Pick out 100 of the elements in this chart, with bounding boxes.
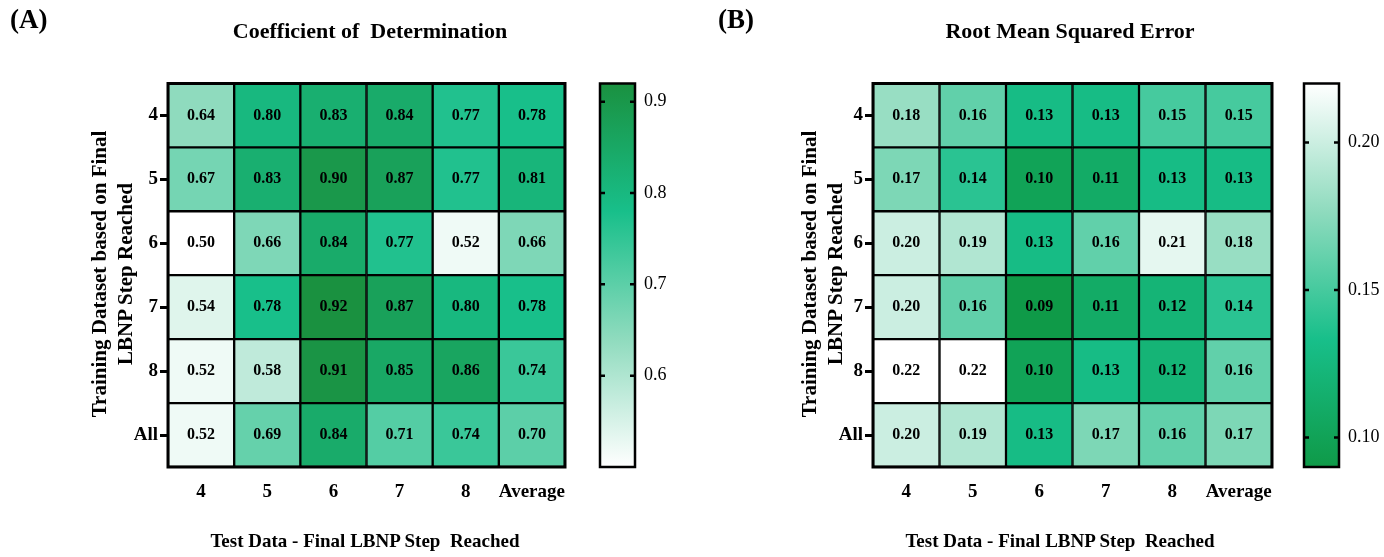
x-tick-label: 6 (1034, 480, 1044, 502)
data-label: 0.80 (253, 105, 282, 123)
x-tick-label: 4 (196, 480, 207, 502)
data-label: 0.78 (517, 105, 546, 123)
data-label: 0.22 (958, 361, 987, 379)
color-bar-label: 0.7 (644, 273, 667, 294)
data-label: 0.71 (385, 425, 414, 443)
data-label: 0.16 (958, 297, 987, 315)
data-label: 0.09 (1025, 297, 1054, 315)
data-label: 0.85 (385, 361, 414, 379)
data-label: 0.74 (451, 425, 480, 443)
color-bar-label: 0.10 (1348, 426, 1380, 447)
data-label: 0.13 (1091, 105, 1120, 123)
data-label: 0.50 (187, 233, 216, 251)
data-label: 0.52 (451, 233, 480, 251)
data-label: 0.58 (253, 361, 282, 379)
data-label: 0.11 (1092, 169, 1120, 187)
x-axis-title: Test Data - Final LBNP Step Reached (209, 530, 521, 552)
x-axis-title: Test Data - Final LBNP Step Reached (904, 530, 1216, 552)
y-tick-label: 6 (148, 231, 158, 253)
data-label: 0.74 (517, 361, 546, 379)
data-label: 0.86 (451, 361, 480, 379)
data-label: 0.52 (187, 361, 216, 379)
y-tick-label: 8 (148, 359, 158, 381)
y-tick-label: All (133, 422, 158, 444)
x-tick-label: 8 (461, 480, 471, 502)
data-label: 0.15 (1158, 105, 1187, 123)
data-label: 0.10 (1025, 361, 1054, 379)
data-label: 0.70 (517, 425, 546, 443)
data-label: 0.16 (958, 105, 987, 123)
x-tick-label: 6 (328, 480, 339, 502)
data-label: 0.13 (1025, 105, 1054, 123)
data-label: 0.17 (1224, 425, 1253, 443)
x-tick-label: Average (498, 480, 565, 502)
chart-title: Root Mean Squared Error (944, 18, 1196, 44)
color-bar-label: 0.20 (1348, 131, 1380, 152)
data-label: 0.87 (385, 297, 414, 315)
data-label: 0.13 (1025, 233, 1054, 251)
chart-title: Coefficient of Determination (231, 18, 509, 44)
data-label: 0.66 (253, 233, 282, 251)
data-label: 0.80 (451, 297, 480, 315)
color-bar-label: 0.8 (644, 181, 667, 202)
data-label: 0.78 (253, 297, 282, 315)
data-label: 0.16 (1091, 233, 1120, 251)
data-label: 0.16 (1158, 425, 1187, 443)
color-bar-label: 0.15 (1348, 278, 1380, 299)
x-tick-label: Average (1205, 480, 1272, 502)
data-label: 0.13 (1025, 425, 1054, 443)
data-label: 0.12 (1158, 297, 1187, 315)
y-tick-label: 6 (853, 231, 863, 253)
data-label: 0.83 (253, 169, 282, 187)
x-tick-label: 7 (394, 480, 405, 502)
y-tick-label: 5 (853, 167, 863, 189)
y-tick-label: 7 (148, 295, 159, 317)
text: (A) (10, 4, 48, 35)
y-tick-label: 7 (853, 295, 864, 317)
data-label: 0.64 (187, 105, 216, 123)
data-label: 0.13 (1158, 169, 1187, 187)
data-label: 0.20 (892, 297, 921, 315)
data-label: 0.66 (517, 233, 546, 251)
data-label: 0.19 (958, 425, 987, 443)
data-label: 0.69 (253, 425, 282, 443)
data-label: 0.87 (385, 169, 414, 187)
data-label: 0.78 (517, 297, 546, 315)
x-tick-label: 8 (1167, 480, 1177, 502)
y-tick-label: 4 (853, 103, 864, 125)
data-label: 0.22 (892, 361, 921, 379)
data-label: 0.83 (319, 105, 348, 123)
data-label: 0.20 (892, 425, 921, 443)
data-label: 0.11 (1092, 297, 1120, 315)
data-label: 0.81 (517, 169, 546, 187)
data-label: 0.84 (385, 105, 414, 123)
data-label: 0.10 (1025, 169, 1054, 187)
data-label: 0.84 (319, 425, 348, 443)
data-label: 0.14 (958, 169, 987, 187)
data-label: 0.92 (319, 297, 348, 315)
data-label: 0.91 (319, 361, 348, 379)
y-tick-label: All (838, 422, 863, 444)
x-tick-label: 7 (1101, 480, 1111, 502)
color-bar-label: 0.6 (644, 364, 667, 385)
data-label: 0.13 (1091, 361, 1120, 379)
data-label: 0.17 (892, 169, 921, 187)
data-label: 0.90 (319, 169, 348, 187)
x-tick-label: 5 (262, 480, 272, 502)
data-label: 0.18 (892, 105, 921, 123)
text: (B) (718, 4, 754, 35)
color-bar-label: 0.9 (644, 90, 667, 111)
data-label: 0.12 (1158, 361, 1187, 379)
data-label: 0.77 (451, 169, 480, 187)
y-axis-title: Training Dataset based on Final LBNP Step Reached (796, 129, 848, 420)
data-label: 0.17 (1091, 425, 1120, 443)
data-label: 0.67 (187, 169, 216, 187)
y-tick-label: 4 (148, 103, 159, 125)
y-axis-title: Training Dataset based on Final LBNP Step Reached (86, 129, 138, 420)
data-label: 0.18 (1224, 233, 1253, 251)
data-label: 0.20 (892, 233, 921, 251)
x-tick-label: 4 (901, 480, 912, 502)
x-tick-label: 5 (968, 480, 978, 502)
y-tick-label: 5 (148, 167, 158, 189)
data-label: 0.84 (319, 233, 348, 251)
